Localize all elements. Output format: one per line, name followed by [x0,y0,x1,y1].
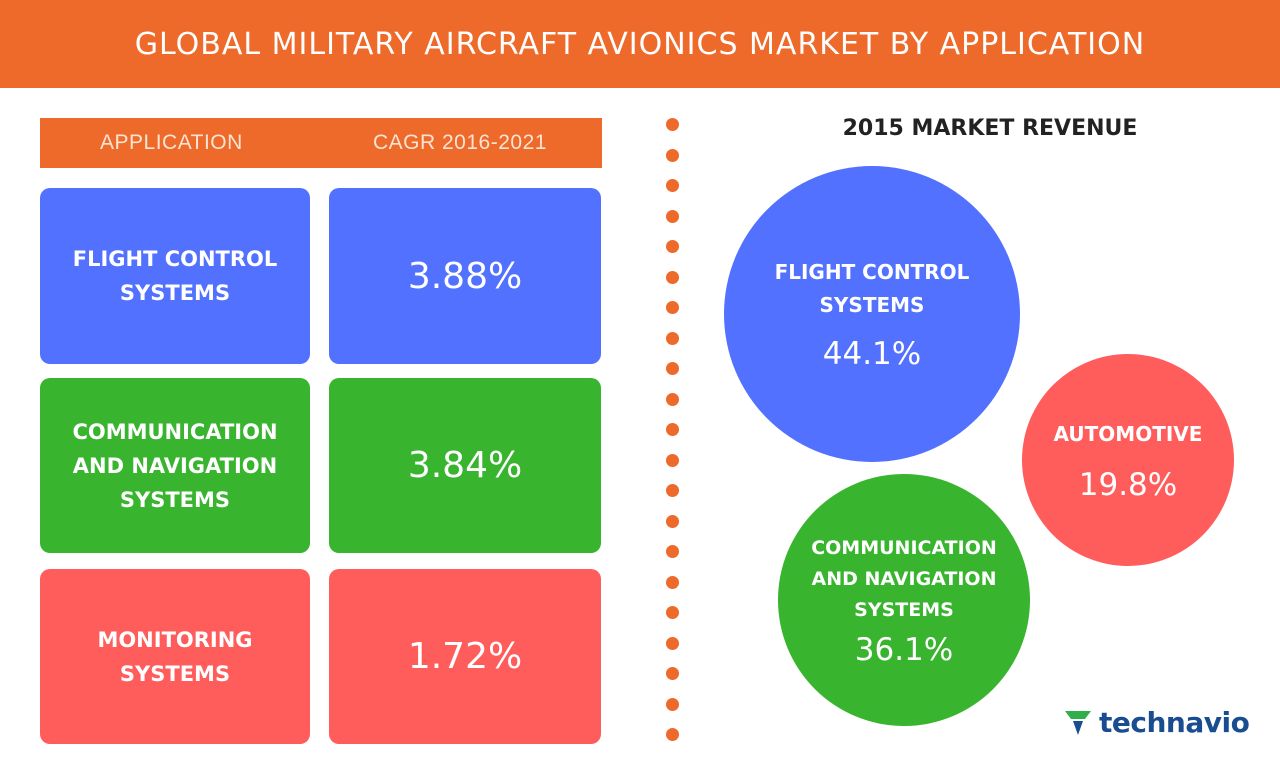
chart-title: GLOBAL MILITARY AIRCRAFT AVIONICS MARKET… [134,26,1146,62]
bubble-flight-control: FLIGHT CONTROL SYSTEMS 44.1% [724,166,1020,462]
divider-dot [666,148,679,162]
bubble-label: COMMUNICATION AND NAVIGATION SYSTEMS [811,536,997,621]
bubble-value: 36.1% [854,631,954,668]
cagr-value: 3.88% [407,255,523,297]
divider-dot [666,667,679,680]
bubble-automotive: AUTOMOTIVE 19.8% [1022,354,1234,566]
divider-dot [666,240,679,253]
bubble-value: 44.1% [822,336,922,372]
divider-dot [666,209,679,223]
bubble-label: FLIGHT CONTROL SYSTEMS [774,260,970,317]
dotted-divider [662,118,682,748]
divider-dot [666,697,679,711]
column-header-cagr: CAGR 2016-2021 [373,131,547,154]
table-row-2-value-cell: 3.84% [329,378,601,553]
technavio-mark-icon [1065,711,1091,735]
divider-dot [666,179,679,192]
table-row-2-label-cell: COMMUNICATION AND NAVIGATION SYSTEMS [40,378,310,553]
table-row-3-label-cell: MONITORING SYSTEMS [40,569,310,744]
technavio-logo: technavio [1063,702,1250,742]
divider-dot [666,301,679,314]
cagr-value: 1.72% [407,636,523,677]
bubble-label: AUTOMOTIVE [1053,421,1203,446]
divider-dot [666,728,679,741]
divider-dot [666,270,679,284]
table-row-1-label-cell: FLIGHT CONTROL SYSTEMS [40,188,310,364]
table-row-label: MONITORING SYSTEMS [97,627,253,686]
table-row-label: COMMUNICATION AND NAVIGATION SYSTEMS [72,419,278,512]
cagr-value: 3.84% [407,445,523,486]
divider-dot [666,331,679,345]
divider-dot [666,423,679,436]
divider-dot [666,636,679,650]
title-banner: GLOBAL MILITARY AIRCRAFT AVIONICS MARKET… [0,0,1280,88]
divider-dot [666,453,679,467]
divider-dot [666,484,679,497]
divider-dot [666,545,679,558]
table-row-label: FLIGHT CONTROL SYSTEMS [72,247,278,305]
bubble-communication-navigation: COMMUNICATION AND NAVIGATION SYSTEMS 36.… [778,474,1030,726]
divider-dot [666,392,679,406]
column-header-application: APPLICATION [100,131,243,154]
divider-dot [666,606,679,619]
table-header: APPLICATION CAGR 2016-2021 [40,118,602,168]
table-row-3-value-cell: 1.72% [329,569,601,744]
divider-dot [666,118,679,131]
divider-dot [666,362,679,375]
table-row-1-value-cell: 3.88% [329,188,601,364]
divider-dot [666,514,679,528]
revenue-title: 2015 MARKET REVENUE [842,116,1138,141]
logo-text: technavio [1099,705,1250,739]
divider-dot [666,575,679,589]
bubble-value: 19.8% [1078,466,1178,503]
